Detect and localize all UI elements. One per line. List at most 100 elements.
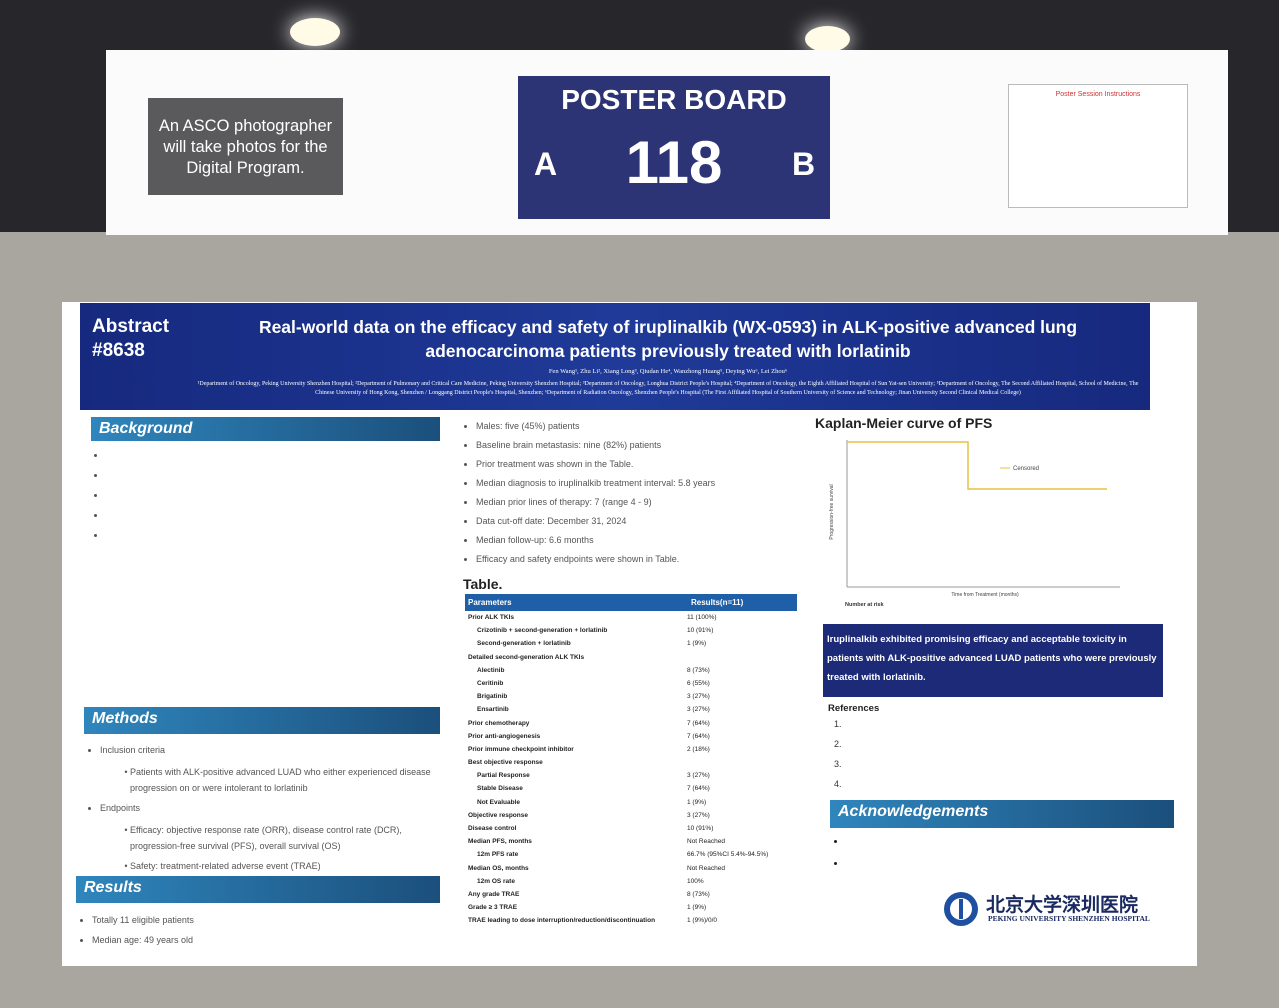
table-cell: Not Reached <box>687 864 725 872</box>
conclusion: Iruplinalkib exhibited promising efficac… <box>823 624 1163 697</box>
table-row: Median PFS, months Not Reached <box>465 835 797 848</box>
table-cell: 66.7% (95%CI 5.4%-94.5%) <box>687 851 769 859</box>
table-cell: TRAE leading to dose interruption/reduct… <box>468 917 656 925</box>
table-cell: Median OS, months <box>468 864 529 872</box>
table-row: Ceritinib 6 (55%) <box>465 677 797 690</box>
table-cell: 11 (100%) <box>687 614 717 621</box>
table-cell: 8 (73%) <box>687 890 710 898</box>
section-heading: Methods <box>84 707 440 734</box>
results-table: Parameters Results(n=11) Prior ALK TKIs 11… <box>465 594 797 928</box>
table-cell: 12m OS rate <box>477 877 515 885</box>
table-cell: 1 (9%) <box>687 798 707 806</box>
table-cell: 3 (27%) <box>687 706 710 714</box>
list-item <box>106 467 440 483</box>
side-b: B <box>792 146 816 182</box>
table-cell: Grade ≥ 3 TRAE <box>468 904 518 912</box>
side-a: A <box>534 146 558 182</box>
table-row: Best objective response <box>465 756 797 769</box>
list-item <box>846 855 1170 871</box>
section-heading: Acknowledgements <box>830 800 1174 828</box>
list-item <box>106 487 440 503</box>
table-row: TRAE leading to dose interruption/reduct… <box>465 914 797 927</box>
list-item: Males: five (45%) patients <box>476 418 805 434</box>
table-cell: Prior chemotherapy <box>468 719 530 727</box>
list-item <box>106 447 440 463</box>
table-cell <box>687 756 797 769</box>
list-item <box>844 736 1168 752</box>
instructions-title: Poster Session Instructions <box>1055 91 1141 98</box>
list-item <box>106 527 440 543</box>
list <box>90 447 440 543</box>
list <box>830 833 1170 871</box>
list <box>828 716 1168 812</box>
list-item <box>844 776 1168 792</box>
table-cell: Ensartinib <box>477 706 509 714</box>
table-cell: Objective response <box>468 811 528 819</box>
table-row: Brigatinib 3 (27%) <box>465 690 797 703</box>
table-cell: Second-generation + lorlatinib <box>477 640 571 648</box>
table-row: Detailed second-generation ALK TKIs <box>465 651 797 664</box>
table-row: Grade ≥ 3 TRAE 1 (9%) <box>465 901 797 914</box>
section-heading: Results <box>76 876 440 903</box>
board-label: POSTER BOARD <box>561 84 787 115</box>
table-row: Prior ALK TKIs 11 (100%) <box>465 611 797 624</box>
list: Inclusion criteria Patients with ALK-posi… <box>84 742 440 874</box>
table-header-cell: Parameters <box>468 598 512 607</box>
table-cell <box>687 651 797 664</box>
table-row: Prior anti-angiogenesis 7 (64%) <box>465 730 797 743</box>
results-list: Totally 11 eligible patients Median age: … <box>76 912 436 952</box>
km-curve <box>847 441 1107 490</box>
risk-label: Number at risk <box>845 602 884 608</box>
table-cell: Partial Response <box>477 772 530 780</box>
instructions: Poster Session Instructions <box>1008 84 1188 208</box>
table-row: 12m OS rate 100% <box>465 875 797 888</box>
table-row: Prior immune checkpoint inhibitor 2 (18%) <box>465 743 797 756</box>
logo-chinese: 北京大学深圳医院 <box>986 894 1139 916</box>
methods-list: Inclusion criteria Patients with ALK-posi… <box>84 742 440 878</box>
table-cell: 1 (9%) <box>687 640 707 648</box>
list-item <box>844 756 1168 772</box>
table-row: Any grade TRAE 8 (73%) <box>465 888 797 901</box>
list-item: Baseline brain metastasis: nine (82%) pa… <box>476 437 805 453</box>
list-item: Efficacy and safety endpoints were shown… <box>476 551 805 567</box>
table-cell: 2 (18%) <box>687 745 710 753</box>
km-chart: Censored Progression-free survival Time … <box>829 440 1120 608</box>
km-title: Kaplan-Meier curve of PFS <box>815 415 993 431</box>
table-row: Median OS, months Not Reached <box>465 862 797 875</box>
table-header: Parameters Results(n=11) <box>465 594 797 611</box>
table-cell: Ceritinib <box>477 679 504 687</box>
table-row: Second-generation + lorlatinib 1 (9%) <box>465 637 797 650</box>
table-row: Disease control 10 (91%) <box>465 822 797 835</box>
table-cell: 1 (9%)/0/0 <box>687 917 717 925</box>
table-cell: 12m PFS rate <box>477 851 519 859</box>
sub-item: Efficacy: objective response rate (ORR),… <box>130 822 440 854</box>
section-heading: Background <box>91 417 440 441</box>
table-cell: Alectinib <box>477 666 505 674</box>
table-cell: Prior immune checkpoint inhibitor <box>468 745 574 753</box>
list-item: Median prior lines of therapy: 7 (range … <box>476 494 805 510</box>
table-title: Table. <box>463 576 503 592</box>
table-cell: 1 (9%) <box>687 904 707 912</box>
y-axis-label: Progression-free survival <box>829 484 835 539</box>
table-cell: 10 (91%) <box>687 627 714 635</box>
sub-list: Patients with ALK-positive advanced LUAD… <box>100 764 440 796</box>
board-number: 118 <box>625 129 723 196</box>
table-cell: Median PFS, months <box>468 838 532 846</box>
table-cell: Crizotinib + second-generation + lorlati… <box>477 627 608 635</box>
list: Males: five (45%) patients Baseline brain… <box>460 418 805 567</box>
references-heading: References <box>828 703 880 714</box>
affiliations: ¹Department of Oncology, Peking Universi… <box>197 381 1139 396</box>
authors: Fen Wang¹, Zhu Li², Xiang Long³, Qiudan … <box>548 368 788 375</box>
table-cell: Stable Disease <box>477 785 523 793</box>
table-row: Prior chemotherapy 7 (64%) <box>465 717 797 730</box>
table-cell: Prior ALK TKIs <box>468 614 514 621</box>
table-cell: 7 (64%) <box>687 785 710 793</box>
table-cell: 3 (27%) <box>687 772 710 780</box>
list-item: Median diagnosis to iruplinalkib treatme… <box>476 475 805 491</box>
poster-header: Abstract #8638 Real-world data on the ef… <box>80 303 1150 410</box>
table-cell: Detailed second-generation ALK TKIs <box>468 653 585 661</box>
ceiling-light <box>805 26 850 52</box>
list: Totally 11 eligible patients Median age: … <box>76 912 436 948</box>
list-text: Inclusion criteria <box>100 745 166 755</box>
